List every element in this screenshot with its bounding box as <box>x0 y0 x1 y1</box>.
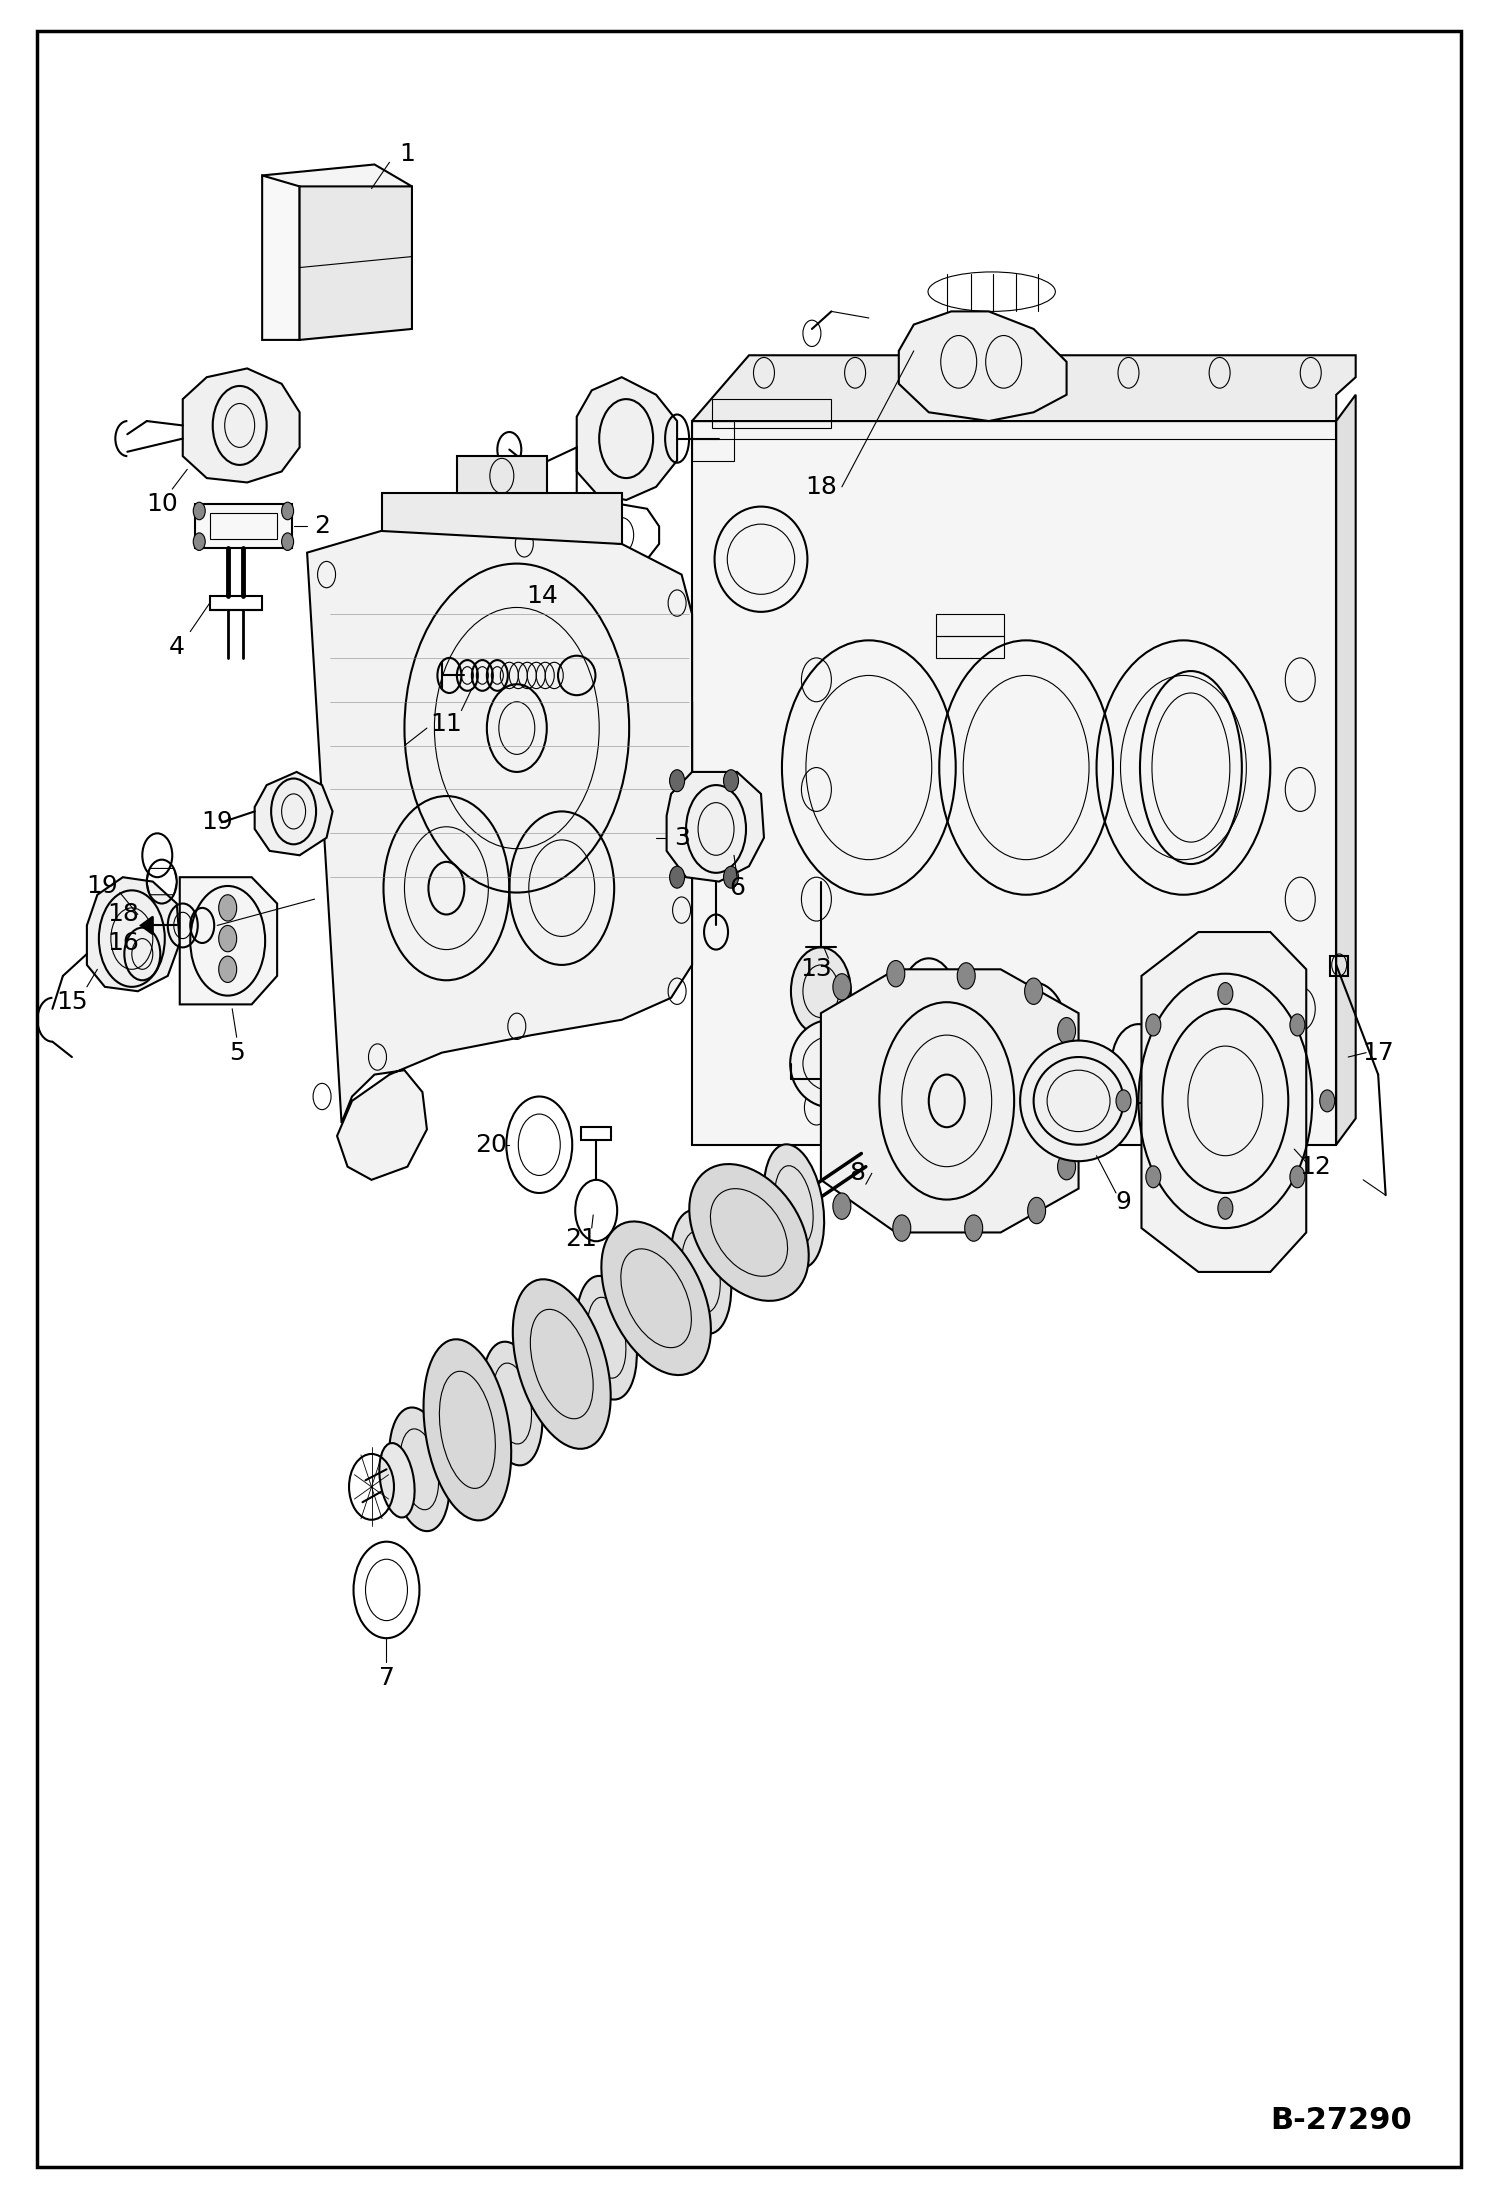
Circle shape <box>1218 982 1233 1004</box>
Circle shape <box>1146 1013 1161 1035</box>
Circle shape <box>724 866 739 888</box>
Text: 19: 19 <box>201 811 234 833</box>
Circle shape <box>957 963 975 989</box>
Text: 7: 7 <box>379 1667 394 1689</box>
Circle shape <box>1025 978 1043 1004</box>
Text: 12: 12 <box>1299 1156 1332 1178</box>
Circle shape <box>1290 1167 1305 1189</box>
Polygon shape <box>307 531 692 1180</box>
Polygon shape <box>262 175 300 340</box>
Text: 10: 10 <box>145 493 178 515</box>
Ellipse shape <box>389 1408 449 1531</box>
Text: 4: 4 <box>169 636 184 658</box>
Text: 15: 15 <box>55 991 88 1013</box>
Polygon shape <box>300 186 412 340</box>
Ellipse shape <box>482 1342 542 1465</box>
Ellipse shape <box>1020 1042 1137 1160</box>
Text: B-27290: B-27290 <box>1270 2105 1411 2136</box>
Circle shape <box>1290 1013 1305 1035</box>
Polygon shape <box>183 368 300 482</box>
Circle shape <box>724 770 739 792</box>
Circle shape <box>193 502 205 520</box>
Text: 6: 6 <box>730 877 745 899</box>
Ellipse shape <box>764 1145 824 1268</box>
Circle shape <box>1146 1167 1161 1189</box>
Polygon shape <box>382 493 622 544</box>
Circle shape <box>965 1215 983 1241</box>
Ellipse shape <box>791 1020 873 1107</box>
Circle shape <box>219 956 237 982</box>
Polygon shape <box>87 877 180 991</box>
Ellipse shape <box>689 1164 809 1300</box>
Polygon shape <box>692 421 1336 1145</box>
Text: 16: 16 <box>106 932 139 954</box>
Circle shape <box>1218 1197 1233 1219</box>
Polygon shape <box>262 164 412 197</box>
Circle shape <box>282 533 294 550</box>
Circle shape <box>219 925 237 952</box>
Circle shape <box>1116 1090 1131 1112</box>
Polygon shape <box>899 311 1067 421</box>
Polygon shape <box>180 877 277 1004</box>
Circle shape <box>833 1193 851 1219</box>
Text: 13: 13 <box>800 958 833 980</box>
Circle shape <box>1058 1154 1076 1180</box>
Ellipse shape <box>577 1276 637 1399</box>
Polygon shape <box>457 456 547 493</box>
Ellipse shape <box>671 1211 731 1333</box>
Text: 17: 17 <box>1362 1042 1395 1064</box>
Text: 1: 1 <box>400 143 415 164</box>
Text: 8: 8 <box>849 1162 864 1184</box>
Circle shape <box>1058 1018 1076 1044</box>
Text: 2: 2 <box>315 515 330 537</box>
Text: 5: 5 <box>229 1042 244 1064</box>
Circle shape <box>282 502 294 520</box>
Text: 14: 14 <box>526 586 559 607</box>
Circle shape <box>887 961 905 987</box>
Text: 18: 18 <box>106 904 139 925</box>
Circle shape <box>1320 1090 1335 1112</box>
Ellipse shape <box>601 1222 712 1375</box>
Circle shape <box>791 947 851 1035</box>
Ellipse shape <box>379 1443 415 1518</box>
Circle shape <box>1028 1197 1046 1224</box>
Text: 21: 21 <box>565 1228 598 1250</box>
Polygon shape <box>255 772 333 855</box>
Polygon shape <box>141 917 153 934</box>
Circle shape <box>193 533 205 550</box>
Polygon shape <box>195 504 292 548</box>
Polygon shape <box>667 772 764 882</box>
Polygon shape <box>1141 932 1306 1272</box>
Polygon shape <box>692 355 1356 421</box>
Circle shape <box>833 974 851 1000</box>
Circle shape <box>219 895 237 921</box>
Text: 19: 19 <box>85 875 118 897</box>
Polygon shape <box>577 377 677 500</box>
Text: 18: 18 <box>804 476 837 498</box>
Circle shape <box>893 1215 911 1241</box>
Polygon shape <box>1336 395 1356 1145</box>
Polygon shape <box>821 969 1079 1232</box>
Text: 9: 9 <box>1116 1191 1131 1213</box>
Ellipse shape <box>424 1340 511 1520</box>
Text: 3: 3 <box>674 827 689 849</box>
Text: 20: 20 <box>475 1134 508 1156</box>
Circle shape <box>670 770 685 792</box>
Ellipse shape <box>512 1279 611 1450</box>
Text: 11: 11 <box>430 713 463 735</box>
Circle shape <box>670 866 685 888</box>
